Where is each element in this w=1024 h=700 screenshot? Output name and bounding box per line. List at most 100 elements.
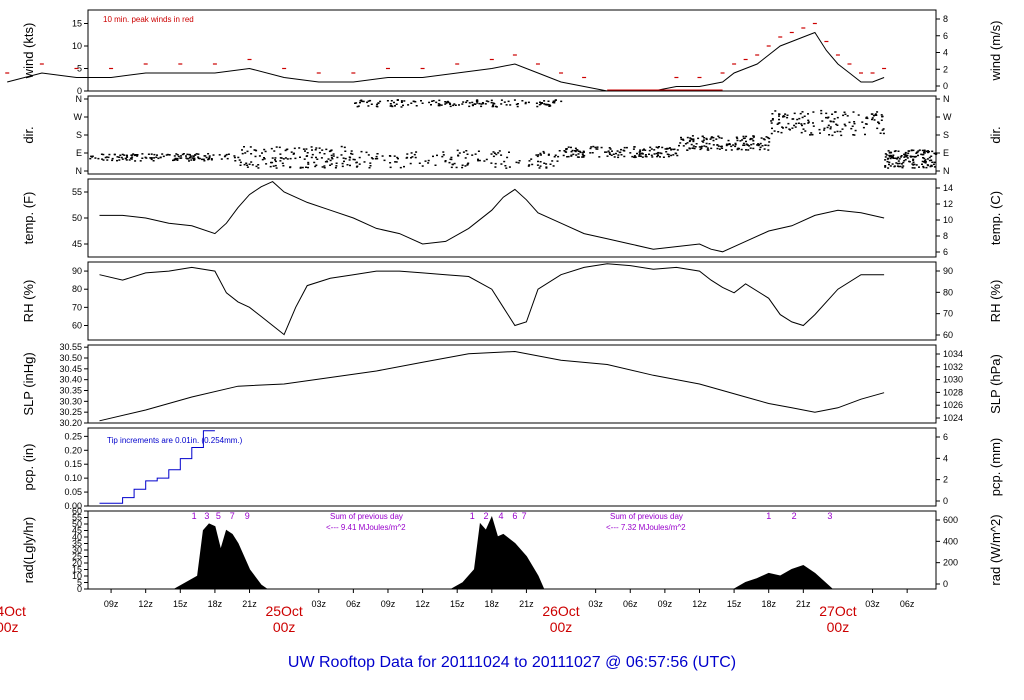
direction-point bbox=[616, 150, 619, 152]
direction-point bbox=[896, 158, 899, 160]
tick-label-left: 10 bbox=[72, 41, 82, 51]
direction-point bbox=[884, 159, 887, 161]
direction-point bbox=[357, 105, 360, 107]
direction-point bbox=[126, 156, 129, 158]
direction-point bbox=[882, 128, 885, 130]
direction-point bbox=[131, 156, 134, 158]
tick-label-right: 200 bbox=[943, 558, 958, 568]
direction-point bbox=[927, 164, 930, 167]
direction-point bbox=[692, 139, 695, 141]
direction-point bbox=[106, 159, 109, 161]
direction-point bbox=[689, 139, 692, 142]
direction-point bbox=[853, 121, 856, 123]
direction-point bbox=[928, 151, 930, 153]
direction-point bbox=[543, 103, 546, 105]
direction-point bbox=[524, 102, 527, 105]
direction-point bbox=[728, 143, 731, 146]
direction-point bbox=[725, 143, 728, 145]
direction-point bbox=[369, 165, 372, 167]
direction-point bbox=[457, 155, 460, 157]
direction-point bbox=[807, 119, 810, 122]
rad-sum-1-label: Sum of previous day bbox=[330, 512, 403, 521]
direction-point bbox=[141, 153, 144, 155]
direction-point bbox=[316, 158, 319, 160]
direction-point bbox=[791, 127, 794, 129]
ylabel-rh: RH (%) bbox=[21, 280, 36, 323]
direction-point bbox=[490, 162, 493, 164]
direction-point bbox=[369, 162, 372, 164]
direction-point bbox=[394, 161, 397, 163]
direction-point bbox=[453, 162, 456, 165]
direction-point bbox=[880, 114, 883, 116]
direction-point bbox=[692, 147, 695, 149]
direction-point bbox=[865, 117, 868, 119]
direction-point bbox=[493, 152, 496, 154]
direction-point bbox=[352, 158, 355, 161]
direction-point bbox=[821, 120, 824, 122]
ylabel-right-temp: temp. (C) bbox=[988, 191, 1003, 245]
direction-point bbox=[389, 166, 392, 169]
direction-point bbox=[257, 167, 260, 169]
rad-sum-1-value: <--- 9.41 MJoules/m^2 bbox=[326, 523, 406, 532]
direction-point bbox=[703, 145, 706, 147]
direction-point bbox=[581, 156, 584, 158]
direction-point bbox=[445, 101, 448, 103]
series-temp bbox=[99, 181, 885, 253]
day-label-time: 00z bbox=[273, 619, 296, 635]
direction-point bbox=[832, 121, 835, 123]
series-wind bbox=[7, 31, 885, 92]
direction-point bbox=[290, 151, 293, 153]
direction-point bbox=[818, 128, 821, 131]
direction-point bbox=[330, 154, 333, 157]
direction-point bbox=[558, 150, 561, 152]
direction-point bbox=[445, 102, 448, 104]
x-tick-label: 21z bbox=[519, 599, 534, 609]
rad-hour-number: 7 bbox=[230, 511, 235, 521]
direction-point bbox=[447, 101, 450, 104]
direction-point bbox=[547, 100, 550, 102]
direction-point bbox=[852, 134, 855, 136]
direction-point bbox=[873, 119, 876, 121]
direction-point bbox=[665, 148, 668, 150]
direction-point bbox=[565, 148, 568, 150]
direction-point bbox=[709, 138, 712, 140]
direction-point bbox=[243, 146, 245, 148]
direction-point bbox=[911, 167, 914, 169]
direction-point bbox=[323, 167, 326, 169]
direction-point bbox=[748, 145, 751, 147]
direction-point bbox=[452, 104, 455, 107]
direction-point bbox=[749, 138, 752, 141]
direction-point bbox=[903, 156, 906, 158]
direction-point bbox=[315, 156, 317, 159]
direction-point bbox=[363, 161, 366, 163]
tick-label-right: 6 bbox=[943, 247, 948, 257]
direction-point bbox=[504, 165, 507, 167]
direction-point bbox=[581, 153, 584, 156]
direction-point bbox=[120, 156, 123, 159]
direction-point bbox=[444, 101, 447, 103]
direction-point bbox=[456, 149, 459, 152]
tick-label-left: 15 bbox=[72, 565, 82, 575]
tick-label-right: 1032 bbox=[943, 362, 963, 372]
direction-point bbox=[590, 146, 593, 148]
rad-hour-number: 1 bbox=[192, 511, 197, 521]
direction-point bbox=[736, 137, 739, 140]
direction-point bbox=[201, 158, 203, 161]
direction-point bbox=[539, 161, 542, 163]
tick-label-left: 30.35 bbox=[59, 386, 82, 396]
direction-point bbox=[826, 126, 829, 129]
direction-point bbox=[605, 151, 608, 153]
direction-point bbox=[261, 158, 264, 161]
ylabel-slp: SLP (inHg) bbox=[21, 352, 36, 415]
direction-point bbox=[827, 116, 830, 118]
direction-point bbox=[303, 158, 306, 160]
direction-point bbox=[185, 157, 188, 159]
direction-point bbox=[705, 142, 708, 145]
direction-point bbox=[255, 165, 258, 168]
direction-point bbox=[389, 105, 392, 107]
direction-point bbox=[741, 139, 744, 141]
direction-point bbox=[349, 164, 351, 167]
direction-point bbox=[263, 158, 266, 160]
tick-label-right: W bbox=[943, 112, 952, 122]
direction-point bbox=[589, 152, 592, 154]
